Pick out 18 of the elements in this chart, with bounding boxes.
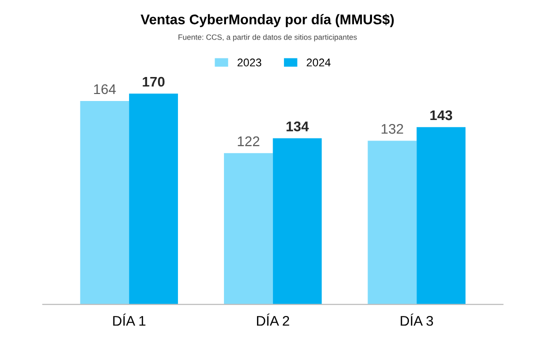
data-label: 122 [238, 136, 260, 146]
bar [80, 101, 130, 304]
bar [416, 127, 466, 304]
bar [272, 138, 322, 304]
x-tick-label: DÍA 2 [257, 314, 290, 326]
x-tick-label: DÍA 3 [400, 314, 434, 326]
data-label: 143 [430, 110, 452, 120]
legend-label: 2024 [306, 58, 331, 66]
x-tick-label: DÍA 1 [113, 314, 146, 326]
data-label: 164 [94, 84, 116, 94]
data-label: 134 [286, 122, 309, 132]
data-label: 170 [142, 76, 165, 87]
bar [224, 153, 273, 304]
data-label: 132 [382, 124, 404, 134]
legend-label: 2023 [238, 58, 262, 66]
bar [129, 94, 178, 304]
bar [368, 140, 417, 304]
chart-title: Ventas CyberMonday por día (MMUS$) [140, 14, 394, 28]
